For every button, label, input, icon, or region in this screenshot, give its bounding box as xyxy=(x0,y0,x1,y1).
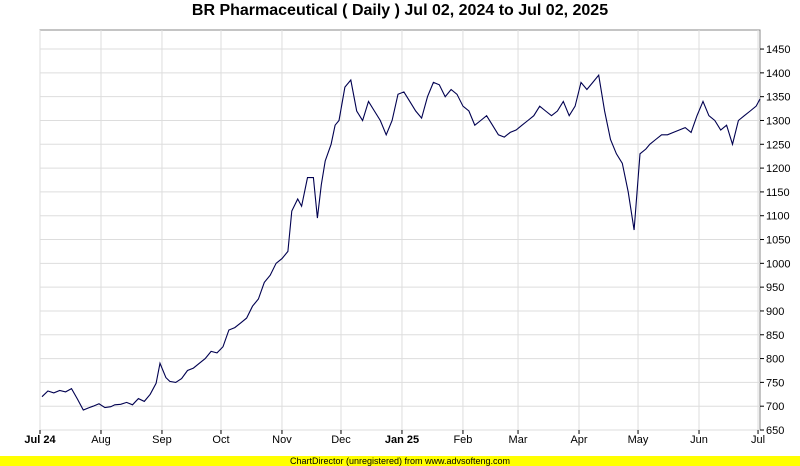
x-tick-label: Jul 24 xyxy=(24,434,56,446)
price-line xyxy=(41,73,761,411)
grid xyxy=(39,30,760,431)
y-tick-label: 1250 xyxy=(766,139,790,151)
x-tick-label: May xyxy=(628,434,649,446)
y-tick-label: 900 xyxy=(766,306,784,318)
x-axis: Jul 24 Aug Sep Oct Nov Dec Jan 25 Feb Mar Apr May J… xyxy=(24,430,765,446)
x-tick-label: Jan 25 xyxy=(385,434,419,446)
x-tick-label: Jun xyxy=(690,434,708,446)
y-tick-label: 1350 xyxy=(766,92,790,104)
y-tick-label: 1400 xyxy=(766,68,790,80)
y-axis: 650 700 750 800 850 900 950 1000 1050 1100 1150 120… xyxy=(760,44,790,437)
y-tick-label: 1050 xyxy=(766,235,790,247)
y-tick-label: 800 xyxy=(766,354,784,366)
x-tick-label: Sep xyxy=(152,434,172,446)
x-tick-label: Nov xyxy=(272,434,292,446)
footer-watermark: ChartDirector (unregistered) from www.ad… xyxy=(0,456,800,466)
y-tick-label: 1150 xyxy=(766,187,790,199)
y-tick-label: 1000 xyxy=(766,258,790,270)
y-tick-label: 1450 xyxy=(766,44,790,56)
x-tick-label: Dec xyxy=(331,434,351,446)
x-tick-label: Feb xyxy=(453,434,472,446)
plot-area xyxy=(39,29,761,431)
y-tick-label: 700 xyxy=(766,401,784,413)
x-tick-label: Mar xyxy=(509,434,528,446)
x-tick-label: Aug xyxy=(91,434,111,446)
y-tick-label: 850 xyxy=(766,330,784,342)
y-tick-label: 750 xyxy=(766,377,784,389)
y-tick-label: 1300 xyxy=(766,115,790,127)
chart-title: BR Pharmaceutical ( Daily ) Jul 02, 2024… xyxy=(191,2,609,19)
y-tick-label: 650 xyxy=(766,425,784,437)
x-tick-label: Apr xyxy=(570,434,587,446)
y-tick-label: 1200 xyxy=(766,163,790,175)
y-tick-label: 1100 xyxy=(766,211,790,223)
x-tick-label: Oct xyxy=(212,434,229,446)
y-tick-label: 950 xyxy=(766,282,784,294)
x-tick-label: Jul xyxy=(751,434,765,446)
